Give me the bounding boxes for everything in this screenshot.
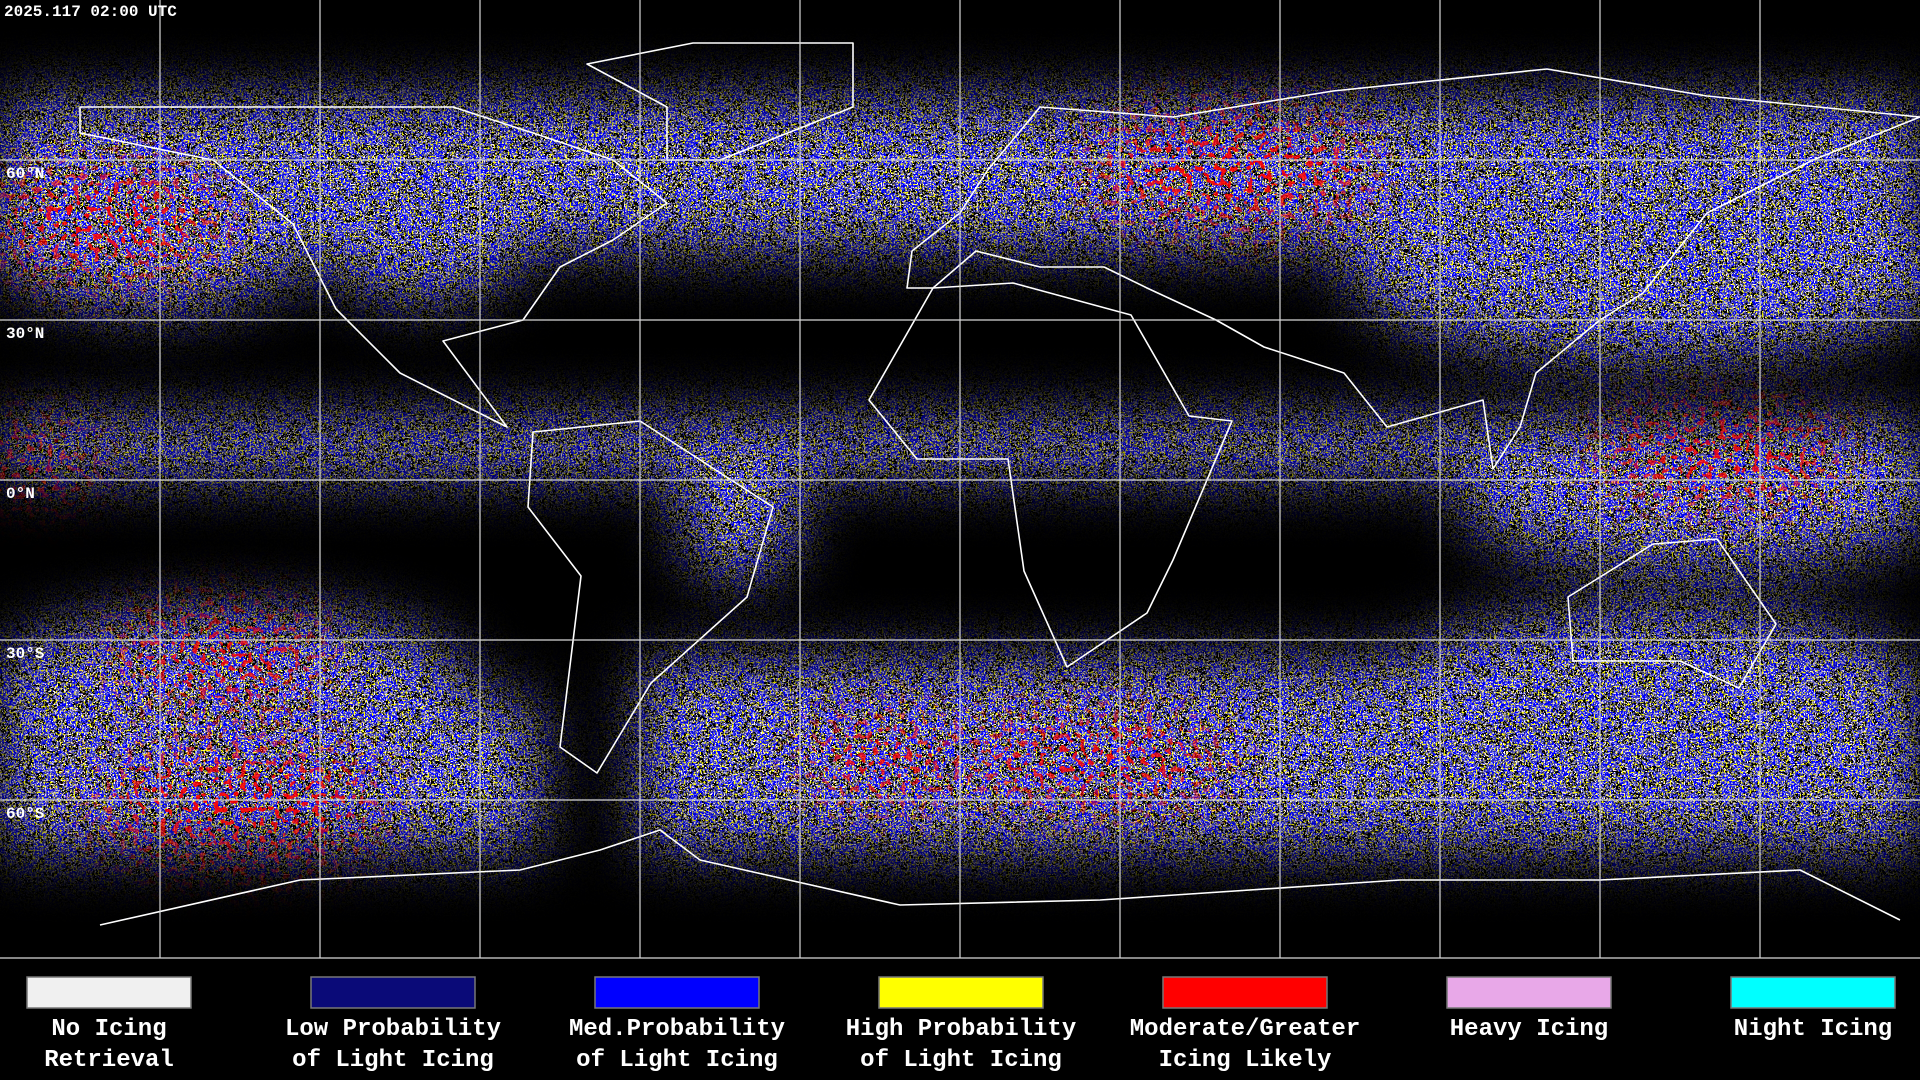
legend-swatch	[310, 976, 476, 1009]
legend: No Icing Retrieval Low Probability of Light…	[26, 976, 1896, 1074]
legend-item: Moderate/Greater Icing Likely	[1130, 976, 1360, 1074]
legend-label: No Icing	[51, 1016, 166, 1043]
legend-label: Heavy Icing	[1450, 1016, 1608, 1043]
legend-label: Moderate/Greater	[1130, 1016, 1360, 1043]
timestamp: 2025.117 02:00 UTC	[4, 3, 177, 21]
coast-australia	[1567, 538, 1777, 689]
legend-label: Low Probability	[285, 1016, 501, 1043]
legend-swatch	[1446, 976, 1612, 1009]
coast-south-america	[527, 420, 774, 774]
legend-swatch	[878, 976, 1044, 1009]
coast-greenland	[586, 42, 854, 161]
legend-swatch	[26, 976, 192, 1009]
coast-africa	[868, 282, 1233, 668]
coast-eurasia	[906, 68, 1920, 470]
coast-north-america	[79, 106, 668, 428]
latitude-labels: 60°N 30°N 0°N 30°S 60°S	[6, 165, 45, 823]
legend-label: of Light Icing	[860, 1047, 1062, 1074]
latitude-label: 30°N	[6, 325, 44, 343]
legend-label: of Light Icing	[292, 1047, 494, 1074]
latitude-label: 0°N	[6, 485, 35, 503]
legend-swatch	[594, 976, 760, 1009]
legend-swatch	[1162, 976, 1328, 1009]
legend-swatch	[1730, 976, 1896, 1009]
legend-item: High Probability of Light Icing	[846, 976, 1076, 1074]
legend-label: High Probability	[846, 1016, 1076, 1043]
legend-label: of Light Icing	[576, 1047, 778, 1074]
graticule	[0, 0, 1920, 958]
latitude-label: 60°N	[6, 165, 44, 183]
latitude-label: 30°S	[6, 645, 45, 663]
legend-label: Med.Probability	[569, 1016, 785, 1043]
legend-item: No Icing Retrieval	[26, 976, 192, 1074]
legend-item: Night Icing	[1730, 976, 1896, 1043]
legend-label: Retrieval	[44, 1047, 174, 1074]
legend-label: Icing Likely	[1159, 1047, 1332, 1074]
legend-item: Low Probability of Light Icing	[285, 976, 501, 1074]
legend-item: Med.Probability of Light Icing	[569, 976, 785, 1074]
latitude-label: 60°S	[6, 805, 45, 823]
legend-label: Night Icing	[1734, 1016, 1892, 1043]
legend-item: Heavy Icing	[1446, 976, 1612, 1043]
